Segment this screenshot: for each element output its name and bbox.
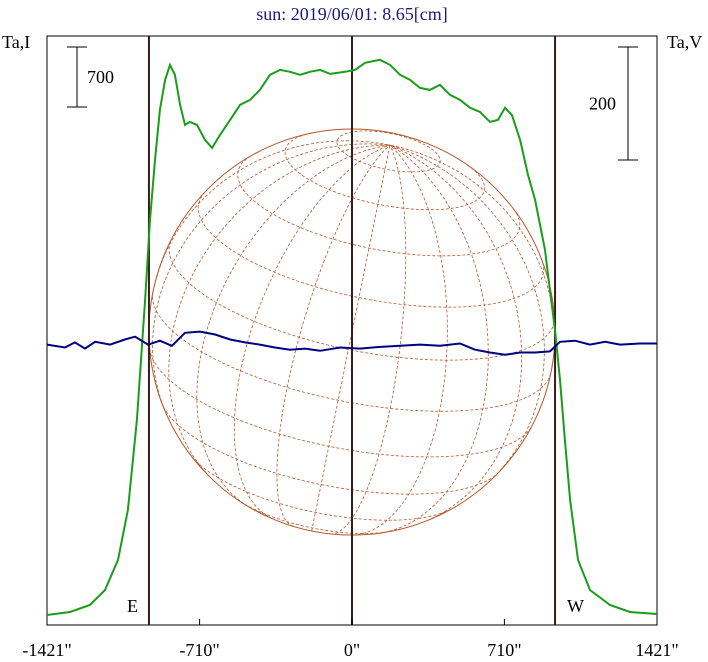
disk-grid-line [389,144,545,482]
disk-grid-line [152,143,390,417]
disk-grid-line [163,406,497,495]
disk-grid-line [389,144,523,522]
disk-grid-line [237,155,521,257]
disk-grid-line [152,291,552,412]
solar-disk [148,128,556,536]
x-tick-label: -710" [179,640,219,660]
x-tick-label: -1421" [22,640,71,660]
disk-grid-line [330,144,407,535]
disk-grid-line [197,191,545,308]
x-tick-label: 710" [487,640,521,660]
disk-grid-line [352,144,448,536]
disk-grid-line [240,501,389,534]
disk-grid-line [384,144,489,533]
scale-bar-label: 700 [87,67,114,87]
disk-grid-line [311,145,391,532]
series-line [46,330,657,356]
limb-label: W [567,596,584,616]
disk-grid-line [336,130,441,173]
limb-label: E [127,596,138,616]
disk-grid-line [276,144,391,527]
scale-bar-label: 200 [589,94,616,114]
disk-grid-line [168,241,555,361]
disk-grid-line [168,144,390,478]
disk-grid-line [284,132,485,211]
disk-grid-line [149,348,533,458]
disk-grid-line [233,144,391,519]
y-axis-label: Ta,I [2,32,30,52]
disk-grid-line [192,457,450,521]
x-tick-label: 0" [344,640,360,660]
x-tick-label: 1421" [635,640,678,660]
series-line [46,58,658,616]
y2-axis-label: Ta,V [667,32,702,52]
chart-title: sun: 2019/06/01: 8.65[cm] [256,4,448,24]
disk-grid-line [196,144,390,505]
